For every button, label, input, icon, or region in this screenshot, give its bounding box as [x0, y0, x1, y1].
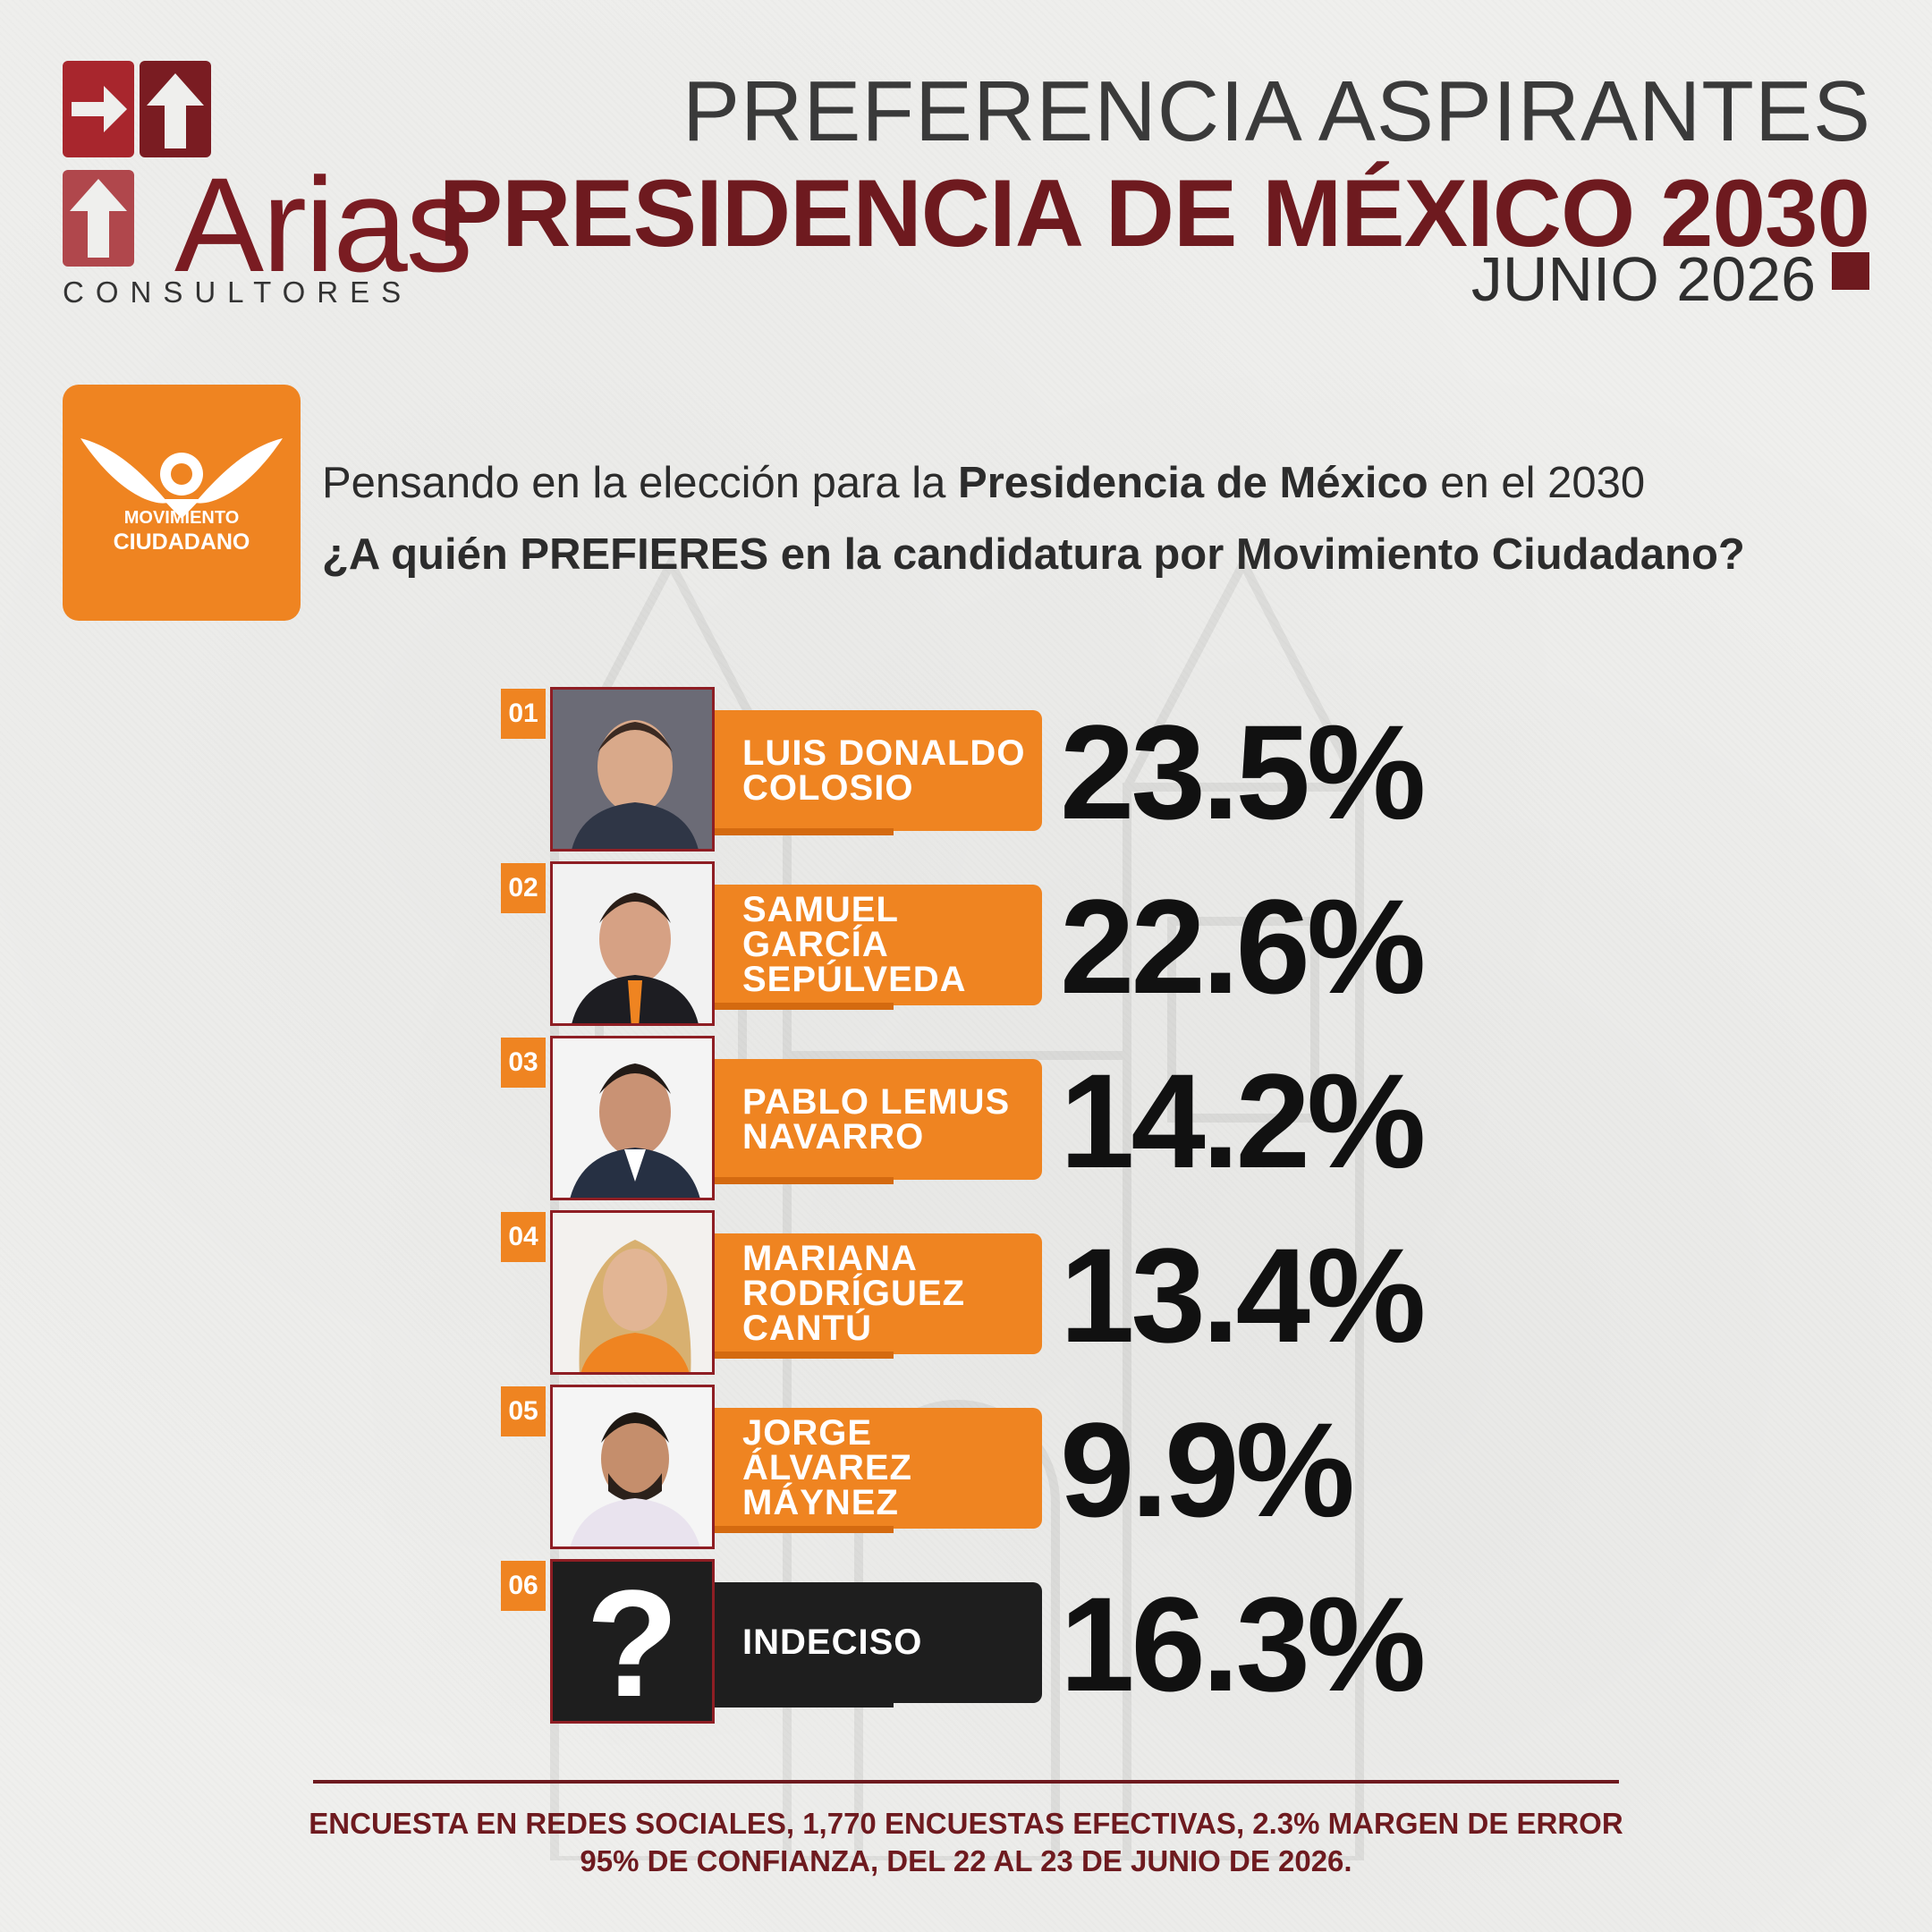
- header-square-mark: [1832, 252, 1869, 290]
- candidate-name: SAMUEL GARCÍA SEPÚLVEDA: [742, 890, 967, 999]
- bar-underline: [715, 1700, 894, 1707]
- candidate-row: 05 JORGE ÁLVAREZ MÁYNEZ 9.9%: [501, 1385, 1574, 1555]
- candidate-name: INDECISO: [742, 1623, 923, 1662]
- candidate-percentage: 13.4%: [1060, 1220, 1426, 1370]
- party-badge: MOVIMIENTO CIUDADANO: [63, 385, 301, 621]
- candidate-photo: [550, 1385, 715, 1549]
- bar-underline: [715, 1177, 894, 1184]
- candidate-bar: [715, 1408, 1042, 1529]
- logo-subtitle: CONSULTORES: [63, 275, 413, 309]
- survey-question: Pensando en la elección para la Presiden…: [322, 447, 1843, 590]
- bar-underline: [715, 828, 894, 835]
- candidate-percentage: 23.5%: [1060, 697, 1426, 847]
- candidate-name: JORGE ÁLVAREZ MÁYNEZ: [742, 1413, 912, 1522]
- bar-underline: [715, 1526, 894, 1533]
- candidate-percentage: 22.6%: [1060, 871, 1426, 1021]
- arrow-up-small-icon: [63, 170, 134, 267]
- candidate-row: 03 PABLO LEMUS NAVARRO 14.2%: [501, 1036, 1574, 1206]
- rank-number: 05: [501, 1386, 546, 1436]
- question-line-2: ¿A quién PREFIERES en la candidatura por…: [322, 530, 1745, 579]
- logo-wordmark: Arias: [174, 149, 473, 300]
- arias-logo: Arias CONSULTORES: [63, 61, 473, 311]
- candidate-name: LUIS DONALDO COLOSIO: [742, 733, 1026, 808]
- rank-number: 06: [501, 1561, 546, 1611]
- candidate-row-undecided: 06 ? INDECISO 16.3%: [501, 1559, 1574, 1729]
- party-name-line1: MOVIMIENTO: [123, 508, 240, 528]
- rank-number: 01: [501, 689, 546, 739]
- undecided-photo: ?: [550, 1559, 715, 1724]
- rank-number: 02: [501, 863, 546, 913]
- candidate-bar: [715, 1582, 1042, 1703]
- header-title: PRESIDENCIA DE MÉXICO 2030: [438, 159, 1870, 267]
- candidate-row: 02 SAMUEL GARCÍA SEPÚLVEDA 22.6%: [501, 861, 1574, 1031]
- candidate-name: MARIANA RODRÍGUEZ CANTÚ: [742, 1239, 965, 1348]
- footer-divider: [313, 1780, 1619, 1784]
- candidate-photo: [550, 1036, 715, 1200]
- arrow-right-icon: [63, 61, 134, 157]
- question-mark-icon: ?: [586, 1559, 679, 1724]
- header-subtitle: PREFERENCIA ASPIRANTES: [682, 64, 1871, 159]
- candidate-percentage: 16.3%: [1060, 1569, 1426, 1719]
- candidate-photo: [550, 1210, 715, 1375]
- candidate-percentage: 14.2%: [1060, 1046, 1426, 1196]
- rank-number: 03: [501, 1038, 546, 1088]
- candidate-percentage: 9.9%: [1060, 1394, 1355, 1545]
- rank-number: 04: [501, 1212, 546, 1262]
- footer-methodology-line1: ENCUESTA EN REDES SOCIALES, 1,770 ENCUES…: [309, 1807, 1623, 1840]
- question-line-1: Pensando en la elección para la Presiden…: [322, 459, 1646, 507]
- candidate-bar: [715, 1059, 1042, 1180]
- candidate-photo: [550, 687, 715, 852]
- header-date: JUNIO 2026: [1470, 244, 1816, 314]
- footer-methodology-line2: 95% DE CONFIANZA, DEL 22 AL 23 DE JUNIO …: [580, 1844, 1352, 1877]
- bar-underline: [715, 1352, 894, 1359]
- candidate-name: PABLO LEMUS NAVARRO: [742, 1081, 1011, 1157]
- party-name-line2: CIUDADANO: [113, 530, 250, 555]
- eagle-icon: [80, 438, 283, 519]
- candidate-photo: [550, 861, 715, 1026]
- arrow-up-icon: [140, 61, 211, 157]
- candidate-bar: [715, 710, 1042, 831]
- candidate-bar: [715, 1233, 1042, 1354]
- candidate-row: 04 MARIANA RODRÍGUEZ CANTÚ 13.4%: [501, 1210, 1574, 1380]
- bar-underline: [715, 1003, 894, 1010]
- candidate-row: 01 LUIS DONALDO COLOSIO 23.5%: [501, 687, 1574, 857]
- candidate-bar: [715, 885, 1042, 1005]
